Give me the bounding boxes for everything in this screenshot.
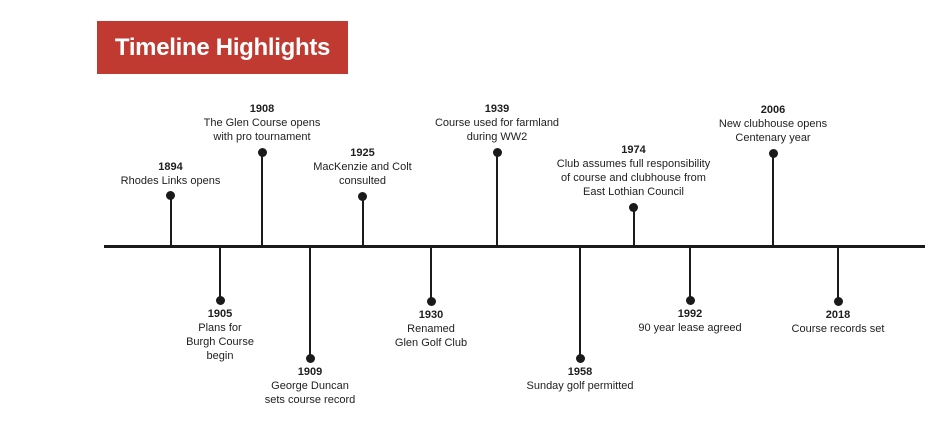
event-stem <box>632 207 635 247</box>
event-dot <box>166 190 175 200</box>
event-dot <box>426 296 436 306</box>
event-stem <box>772 153 774 247</box>
event-stem <box>169 195 172 247</box>
event-dot <box>685 295 695 305</box>
event-year: 2018 <box>825 309 851 321</box>
event-stem <box>219 246 221 300</box>
event-label: 1958 Sunday golf permitted <box>526 365 633 393</box>
event-year: 1930 <box>418 309 444 321</box>
event-label: 2006 New clubhouse opens Centenary year <box>719 103 827 145</box>
event-desc-line: The Glen Course opens <box>203 117 321 129</box>
event-year: 1894 <box>158 161 183 173</box>
event-desc-line: Glen Golf Club <box>394 337 468 349</box>
event-year: 1905 <box>207 308 233 320</box>
event-stem <box>689 246 691 300</box>
event-desc-line: consulted <box>338 175 387 187</box>
event-desc-line: George Duncan <box>271 380 349 392</box>
event-label: 1925 MacKenzie and Colt consulted <box>313 146 411 188</box>
page-title: Timeline Highlights <box>114 33 331 61</box>
event-dot <box>257 147 267 157</box>
event-desc-line: New clubhouse opens <box>718 118 828 130</box>
timeline-axis <box>104 244 925 248</box>
event-stem <box>496 152 498 247</box>
event-year: 1925 <box>350 147 375 159</box>
event-year: 1908 <box>249 103 275 115</box>
event-year: 1909 <box>297 366 323 378</box>
event-dot <box>358 191 367 201</box>
event-desc-line: sets course record <box>264 394 356 406</box>
event-year: 1974 <box>621 144 646 156</box>
event-year: 1992 <box>677 308 703 320</box>
event-desc-line: Sunday golf permitted <box>526 380 634 392</box>
event-dot <box>768 148 778 158</box>
event-stem <box>361 196 364 247</box>
event-desc-line: Renamed <box>407 323 455 335</box>
event-dot <box>215 295 225 305</box>
event-label: 2018 Course records set <box>792 308 885 336</box>
event-desc-line: begin <box>206 350 234 362</box>
event-desc-line: 90 year lease agreed <box>638 322 742 334</box>
event-desc-line: during WW2 <box>466 131 528 143</box>
event-label: 1930 Renamed Glen Golf Club <box>395 308 467 350</box>
event-stem <box>579 246 581 358</box>
event-desc-line: Course records set <box>791 323 885 335</box>
event-dot <box>575 353 585 363</box>
event-label: 1939 Course used for farmland during WW2 <box>435 102 559 144</box>
event-desc-line: Club assumes full responsibility <box>556 158 711 170</box>
event-desc-line: of course and clubhouse from <box>561 172 706 184</box>
event-desc-line: with pro tournament <box>213 131 311 143</box>
event-label: 1905 Plans for Burgh Course begin <box>186 307 254 363</box>
event-dot <box>629 202 638 212</box>
event-desc-line: Plans for <box>198 322 242 334</box>
event-label: 1894 Rhodes Links opens <box>121 160 221 188</box>
event-label: 1974 Club assumes full responsibility of… <box>557 143 710 199</box>
event-dot <box>305 353 315 363</box>
event-desc-line: Rhodes Links opens <box>120 175 221 187</box>
event-desc-line: Course used for farmland <box>434 117 560 129</box>
event-label: 1908 The Glen Course opens with pro tour… <box>204 102 321 144</box>
event-desc-line: Centenary year <box>735 132 811 144</box>
event-dot <box>492 147 502 157</box>
title-banner: Timeline Highlights <box>97 21 348 74</box>
event-stem <box>430 246 432 301</box>
event-desc-line: MacKenzie and Colt <box>313 161 412 173</box>
event-year: 2006 <box>760 104 786 116</box>
event-stem <box>837 246 839 301</box>
event-stem <box>261 152 263 247</box>
event-dot <box>833 296 843 306</box>
event-label: 1992 90 year lease agreed <box>638 307 741 335</box>
event-year: 1958 <box>567 366 593 378</box>
event-year: 1939 <box>484 103 510 115</box>
event-stem <box>309 246 311 358</box>
event-desc-line: Burgh Course <box>186 336 254 348</box>
event-desc-line: East Lothian Council <box>583 186 684 198</box>
event-label: 1909 George Duncan sets course record <box>265 365 355 407</box>
